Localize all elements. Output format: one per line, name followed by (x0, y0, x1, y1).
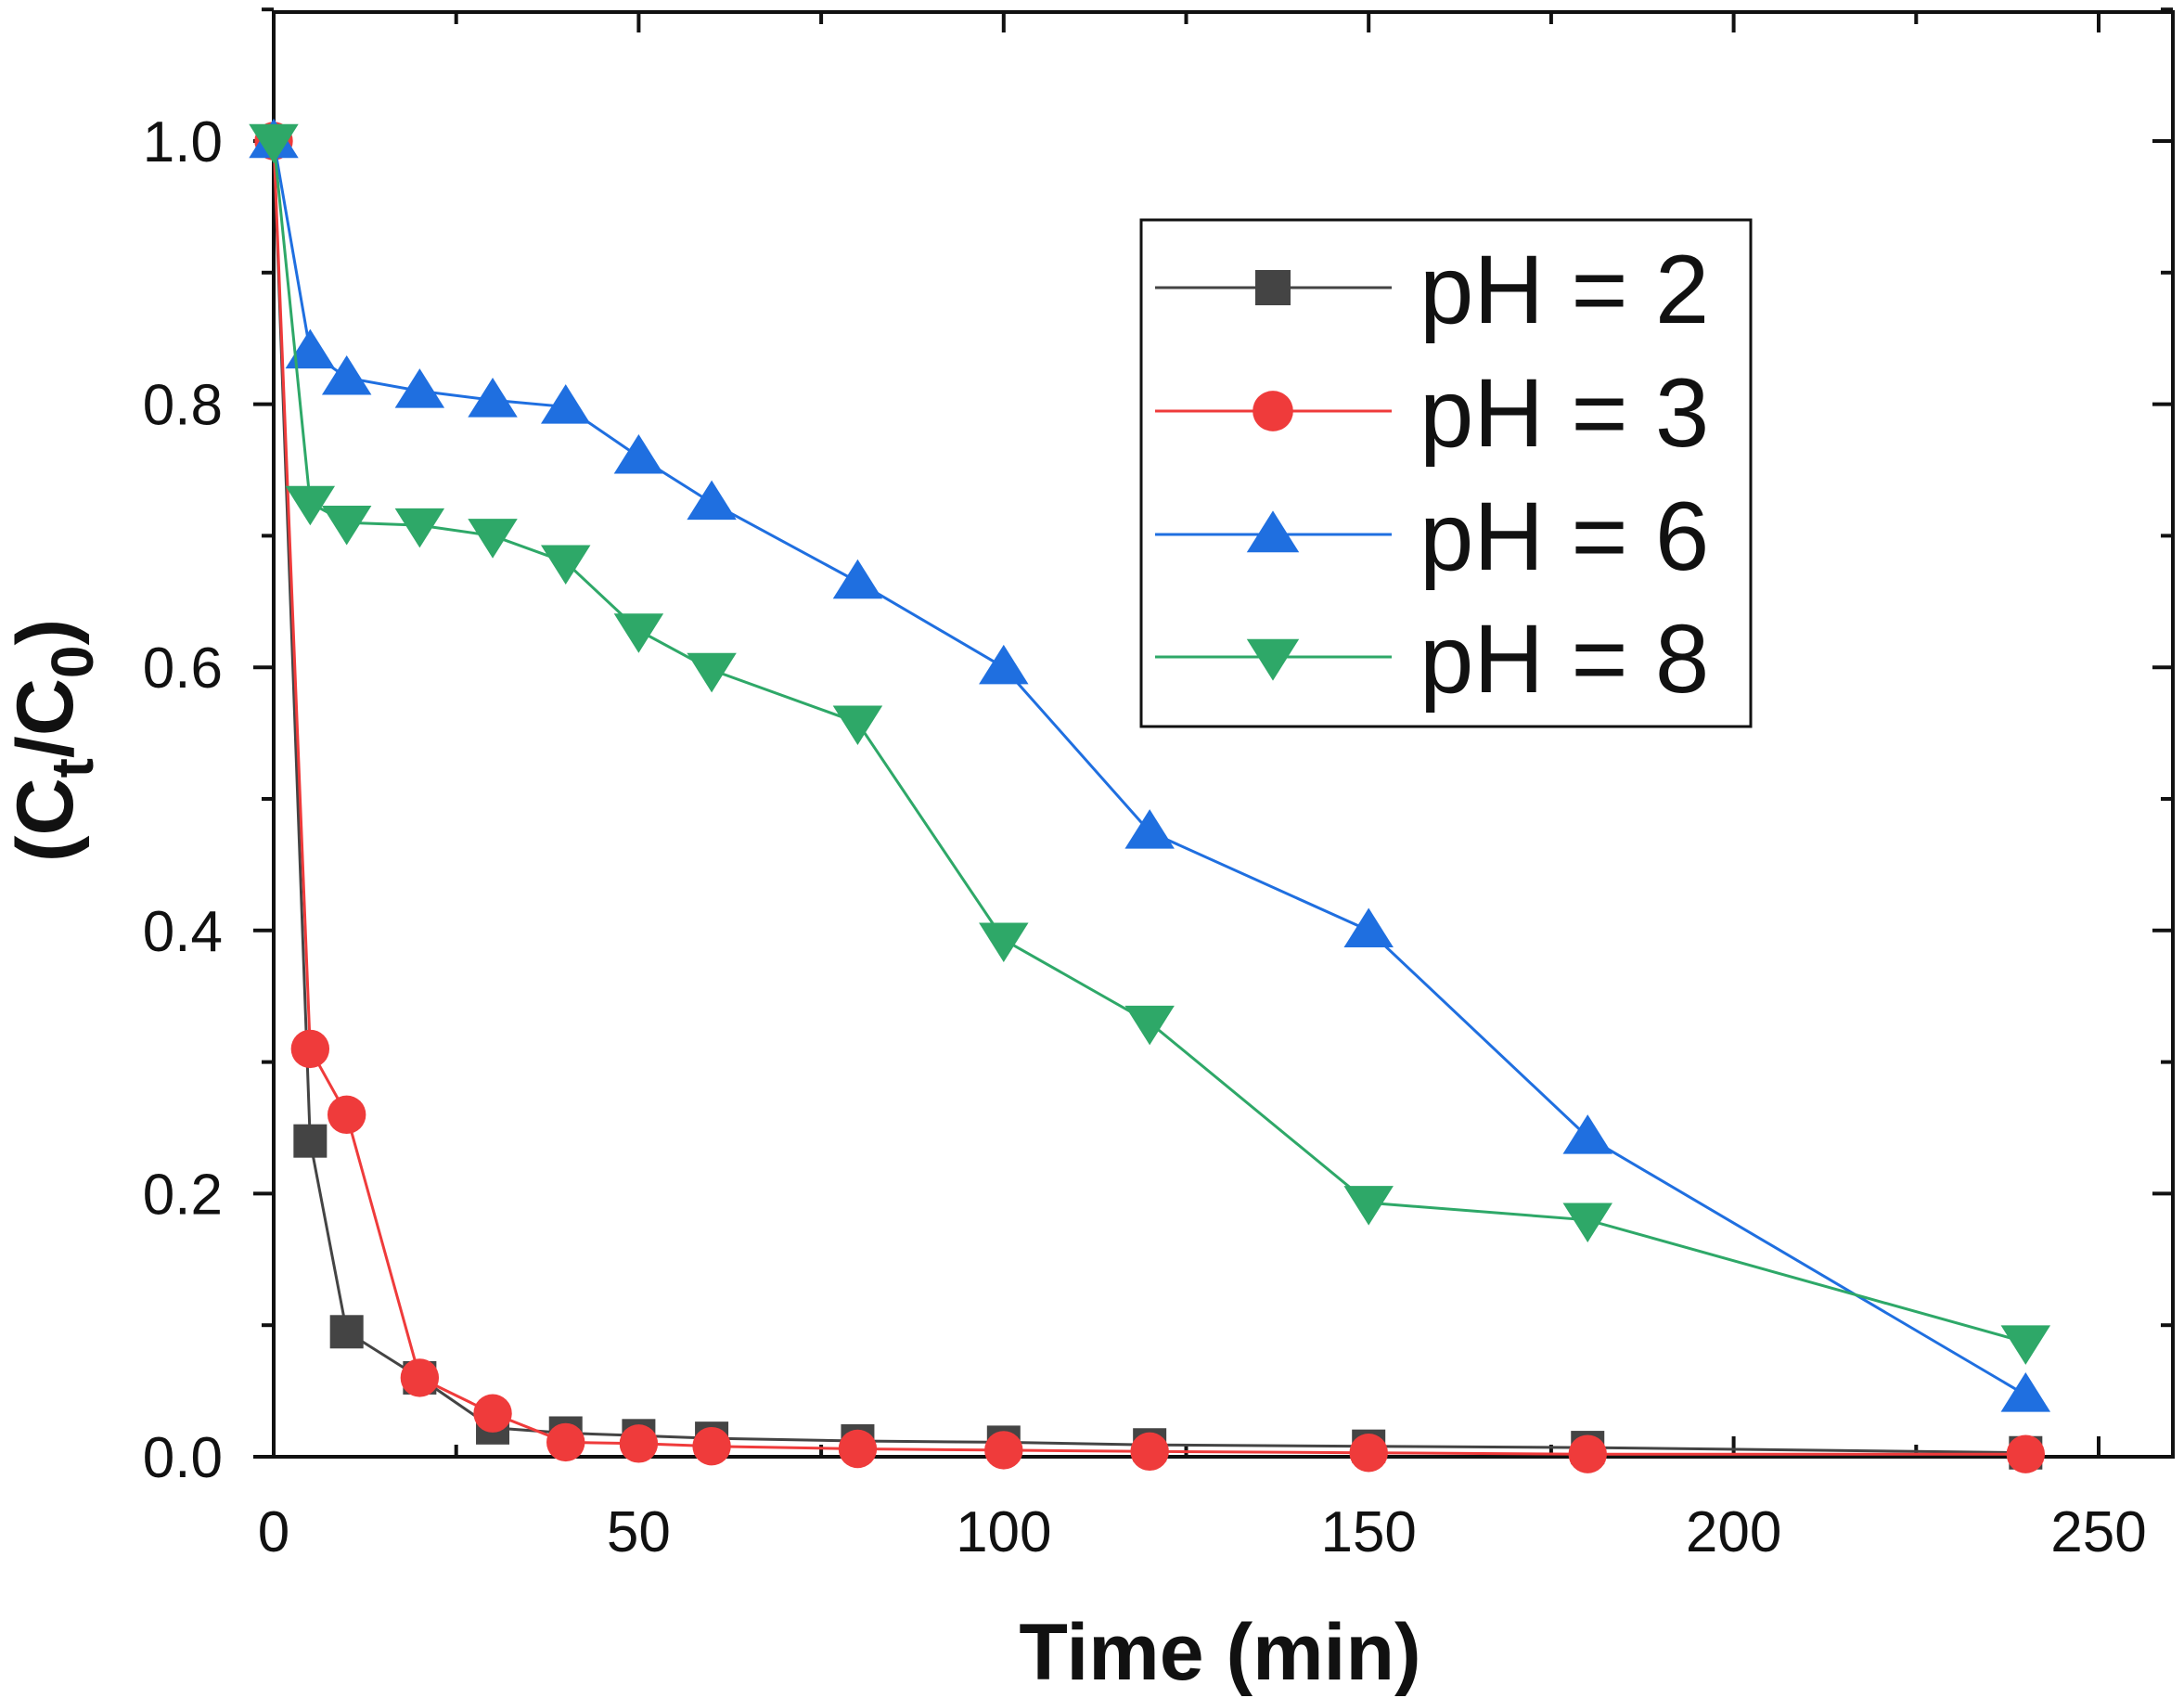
data-point (687, 480, 737, 521)
y-tick-label: 0.6 (143, 637, 223, 701)
data-point (1349, 1434, 1388, 1473)
data-point (546, 1422, 585, 1462)
data-point (2000, 1325, 2051, 1365)
x-tick-label: 250 (2050, 1500, 2146, 1564)
data-point (1124, 1005, 1175, 1046)
data-point (540, 545, 591, 585)
data-point (540, 384, 591, 424)
data-point (984, 1431, 1023, 1470)
y-title-close: ) (1, 619, 90, 646)
data-point (2006, 1434, 2046, 1473)
data-point (1130, 1432, 1169, 1472)
legend-label: pH = 2 (1420, 236, 1709, 344)
data-point (1562, 1114, 1612, 1154)
data-point (468, 378, 518, 418)
data-point (321, 354, 372, 395)
series-layer (249, 118, 2051, 1473)
y-axis-title: (Ct/C0) (1, 619, 106, 862)
data-point (394, 368, 445, 408)
y-title-sub-0: 0 (39, 645, 106, 678)
x-tick-label: 200 (1686, 1500, 1781, 1564)
data-point (838, 1429, 878, 1469)
tick-labels: 0 50 100 150 200 250 0.0 0.2 0.4 0.6 0.8 1.0 (143, 110, 2147, 1564)
legend-entry: pH = 3 (1155, 359, 1709, 468)
data-point (468, 519, 518, 559)
data-point (1343, 907, 1394, 948)
legend: pH = 2 pH = 3 pH = 6 pH = 8 (1139, 218, 1753, 728)
data-point (687, 652, 737, 693)
data-point (832, 705, 883, 746)
data-point (619, 1424, 659, 1463)
legend-entries: pH = 2 pH = 3 pH = 6 pH = 8 (1155, 236, 1709, 714)
x-axis-title: Time (min) (1019, 1608, 1420, 1697)
legend-box (1139, 218, 1753, 728)
data-point (2000, 1372, 2051, 1412)
series-3 (249, 123, 2051, 1365)
data-point (979, 922, 1029, 963)
data-point (613, 434, 664, 474)
legend-entry: pH = 8 (1155, 605, 1709, 714)
data-point (329, 1315, 364, 1349)
y-tick-label: 0.0 (143, 1426, 223, 1490)
y-title-open: (C (1, 778, 90, 862)
legend-label: pH = 3 (1420, 359, 1709, 468)
y-tick-label: 0.2 (143, 1163, 223, 1227)
data-point (285, 485, 336, 526)
plot-frame (272, 10, 2175, 1459)
data-point (1124, 809, 1175, 849)
y-tick-label: 0.8 (143, 374, 223, 438)
legend-entry: pH = 6 (1155, 482, 1709, 591)
data-point (394, 508, 445, 548)
data-point (321, 505, 372, 546)
x-tick-label: 150 (1320, 1500, 1416, 1564)
data-point (473, 1394, 512, 1433)
data-point (692, 1426, 731, 1466)
legend-marker (1246, 638, 1300, 681)
legend-marker (1246, 510, 1300, 553)
y-tick-label: 0.4 (143, 900, 223, 964)
data-point (1562, 1203, 1612, 1243)
data-point (249, 123, 299, 164)
legend-entry: pH = 2 (1155, 236, 1709, 344)
legend-marker (1255, 270, 1291, 305)
data-point (979, 644, 1029, 685)
legend-label: pH = 6 (1420, 482, 1709, 591)
y-title-sub-t: t (39, 758, 106, 778)
data-point (613, 613, 664, 653)
data-point (285, 328, 336, 369)
legend-marker (1253, 391, 1293, 431)
series-2 (249, 118, 2051, 1412)
x-tick-label: 0 (258, 1500, 289, 1564)
legend-label: pH = 8 (1420, 605, 1709, 714)
data-point (1568, 1434, 1607, 1473)
data-point (290, 1029, 330, 1069)
data-point (1343, 1186, 1394, 1226)
x-tick-label: 50 (607, 1500, 671, 1564)
data-point (832, 559, 883, 599)
series-line (272, 140, 2026, 1456)
data-point (327, 1095, 366, 1135)
y-tick-label: 1.0 (143, 110, 223, 174)
x-tick-label: 100 (956, 1500, 1051, 1564)
data-point (400, 1358, 440, 1397)
data-point (293, 1124, 328, 1158)
y-title-slash: /C (1, 678, 90, 758)
